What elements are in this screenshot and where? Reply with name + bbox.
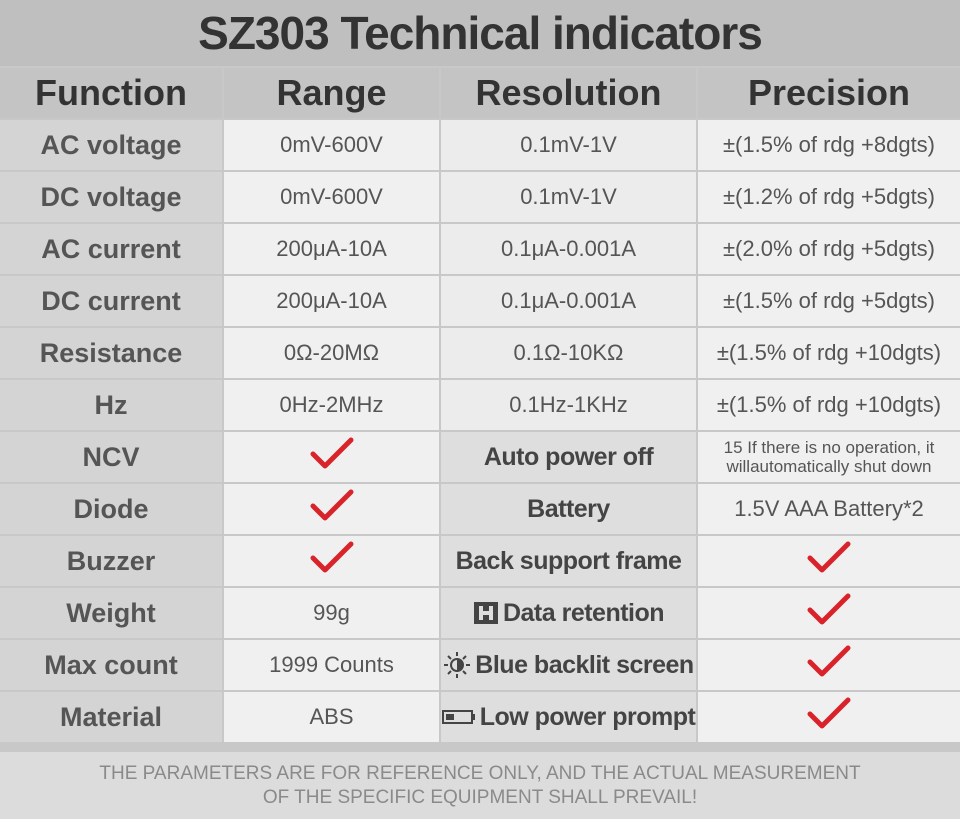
header-range: Range <box>224 68 441 118</box>
precision-cell: ±(1.2% of rdg +5dgts) <box>698 172 960 222</box>
feature-label: Low power prompt <box>479 702 696 731</box>
function-cell: Max count <box>0 640 224 690</box>
check-cell <box>224 536 441 586</box>
check-cell <box>224 484 441 534</box>
function-cell: Resistance <box>0 328 224 378</box>
feature-label-cell: Low power prompt <box>441 692 698 742</box>
checkmark-icon <box>806 592 852 634</box>
checkmark-icon <box>806 540 852 582</box>
range-cell: 200μA-10A <box>224 224 441 274</box>
function-cell: DC current <box>0 276 224 326</box>
hold-icon <box>473 602 498 624</box>
check-cell <box>698 536 960 586</box>
feature-value: 1.5V AAA Battery*2 <box>698 484 960 534</box>
header-precision: Precision <box>698 68 960 118</box>
check-cell <box>698 692 960 742</box>
checkmark-icon <box>309 436 355 478</box>
checkmark-icon <box>806 644 852 686</box>
resolution-cell: 0.1mV-1V <box>441 120 698 170</box>
precision-cell: ±(1.5% of rdg +5dgts) <box>698 276 960 326</box>
function-cell: AC current <box>0 224 224 274</box>
feature-value: 15 If there is no operation, it willautom… <box>698 432 960 482</box>
function-cell: NCV <box>0 432 224 482</box>
range-cell: 0Hz-2MHz <box>224 380 441 430</box>
function-cell: Diode <box>0 484 224 534</box>
header-resolution: Resolution <box>441 68 698 118</box>
range-cell: 0mV-600V <box>224 172 441 222</box>
precision-cell: ±(1.5% of rdg +10dgts) <box>698 380 960 430</box>
feature-value-line: 15 If there is no operation, it <box>723 438 935 457</box>
feature-label: Back support frame <box>441 536 698 586</box>
function-cell: AC voltage <box>0 120 224 170</box>
page-title: SZ303 Technical indicators <box>0 0 960 66</box>
range-cell: 1999 Counts <box>224 640 441 690</box>
range-cell: 0Ω-20MΩ <box>224 328 441 378</box>
resolution-cell: 0.1Ω-10KΩ <box>441 328 698 378</box>
resolution-cell: 0.1Hz-1KHz <box>441 380 698 430</box>
precision-cell: ±(2.0% of rdg +5dgts) <box>698 224 960 274</box>
function-cell: Buzzer <box>0 536 224 586</box>
disclaimer: THE PARAMETERS ARE FOR REFERENCE ONLY, A… <box>0 752 960 819</box>
function-cell: Material <box>0 692 224 742</box>
function-cell: Weight <box>0 588 224 638</box>
battery-icon <box>441 710 475 724</box>
feature-label: Data retention <box>502 598 665 627</box>
precision-cell: ±(1.5% of rdg +10dgts) <box>698 328 960 378</box>
disclaimer-line-2: OF THE SPECIFIC EQUIPMENT SHALL PREVAIL! <box>262 786 698 808</box>
function-cell: DC voltage <box>0 172 224 222</box>
spec-table: Function Range Resolution Precision AC v… <box>0 68 960 742</box>
resolution-cell: 0.1mV-1V <box>441 172 698 222</box>
feature-label: Auto power off <box>441 432 698 482</box>
check-cell <box>698 640 960 690</box>
range-cell: ABS <box>224 692 441 742</box>
precision-cell: ±(1.5% of rdg +8dgts) <box>698 120 960 170</box>
feature-value-line: willautomatically shut down <box>726 457 932 476</box>
resolution-cell: 0.1μA-0.001A <box>441 276 698 326</box>
feature-label-cell: Blue backlit screen <box>441 640 698 690</box>
range-cell: 0mV-600V <box>224 120 441 170</box>
check-cell <box>698 588 960 638</box>
range-cell: 200μA-10A <box>224 276 441 326</box>
resolution-cell: 0.1μA-0.001A <box>441 224 698 274</box>
feature-label-cell: Data retention <box>441 588 698 638</box>
function-cell: Hz <box>0 380 224 430</box>
header-function: Function <box>0 68 224 118</box>
feature-label: Battery <box>441 484 698 534</box>
check-cell <box>224 432 441 482</box>
checkmark-icon <box>309 540 355 582</box>
checkmark-icon <box>806 696 852 738</box>
checkmark-icon <box>309 488 355 530</box>
feature-label: Blue backlit screen <box>475 650 694 679</box>
disclaimer-line-1: THE PARAMETERS ARE FOR REFERENCE ONLY, A… <box>99 762 861 784</box>
range-cell: 99g <box>224 588 441 638</box>
sun-icon <box>444 652 471 678</box>
